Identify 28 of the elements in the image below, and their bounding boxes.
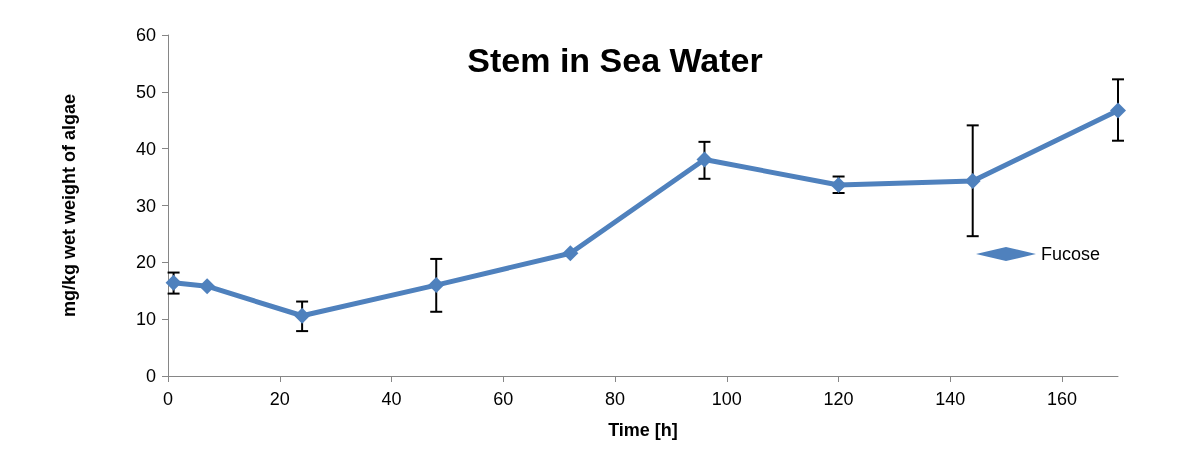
x-tick-label: 160 [1047,389,1078,409]
point [1110,102,1126,119]
point [964,173,981,190]
point [696,151,713,168]
x-axis-title: Time [h] [608,420,678,440]
y-tick-label: 30 [135,195,156,216]
point [199,278,216,295]
x-tick-label: 80 [605,389,626,409]
x-tick-label: 40 [381,389,402,409]
x-tick-label: 140 [935,389,966,409]
point [294,307,311,324]
x-tick-label: 100 [711,389,742,409]
y-tick-label: 50 [135,81,156,102]
point [165,274,182,291]
x-tick-label: 0 [162,389,174,409]
x-tick-label: 60 [493,389,514,409]
y-tick-label: 10 [135,309,156,330]
legend-label: Fucose [1040,244,1100,264]
y-tick-label: 60 [135,25,156,45]
point [428,277,445,294]
y-tick-label: 0 [145,366,156,386]
y-axis-title: mg/kg wet weight of algae [59,93,79,318]
x-tick-label: 20 [269,389,290,409]
chart-title: Stem in Sea Water [467,41,763,79]
y-tick-label: 20 [135,252,156,273]
point [562,245,579,262]
y-tick-label: 40 [135,138,156,159]
x-tick-label: 120 [823,389,854,409]
